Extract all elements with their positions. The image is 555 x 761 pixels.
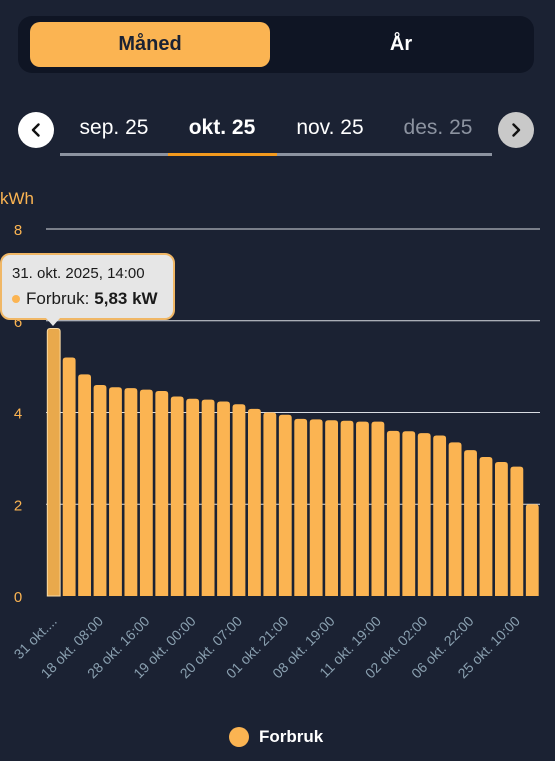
bar[interactable] <box>417 433 431 596</box>
tooltip-date: 31. okt. 2025, 14:00 <box>12 265 145 282</box>
bar[interactable] <box>433 435 447 596</box>
tab-sep-25[interactable]: sep. 25 <box>79 116 149 139</box>
tooltip-series-name: Forbruk: <box>26 289 90 308</box>
y-tick-label: 6 <box>14 314 22 331</box>
bar[interactable] <box>325 420 339 596</box>
bar[interactable] <box>371 421 385 596</box>
bar[interactable] <box>340 420 354 596</box>
bar[interactable] <box>217 401 230 596</box>
bar[interactable] <box>124 388 138 596</box>
tab-des-25[interactable]: des. 25 <box>403 116 473 139</box>
bar[interactable] <box>464 450 477 596</box>
bar[interactable] <box>309 419 323 596</box>
bar[interactable] <box>247 408 261 596</box>
bar[interactable] <box>201 399 215 596</box>
bar[interactable] <box>62 357 76 596</box>
bar[interactable] <box>155 390 169 596</box>
tooltip-series-dot <box>12 295 20 303</box>
bar[interactable] <box>510 466 524 596</box>
y-tick-label: 0 <box>14 589 22 606</box>
bar[interactable] <box>479 456 493 596</box>
next-month-button[interactable] <box>498 112 534 148</box>
chevron-left-icon <box>31 123 40 137</box>
bar-tooltip: 31. okt. 2025, 14:00 Forbruk: 5,83 kW <box>0 253 175 320</box>
year-toggle-button[interactable]: År <box>389 33 413 55</box>
y-axis-unit: kWh <box>0 189 34 208</box>
bar[interactable] <box>448 442 462 596</box>
bar[interactable] <box>78 374 92 596</box>
bar[interactable] <box>294 418 308 596</box>
period-toggle: Måned År <box>18 16 534 73</box>
bar[interactable] <box>170 396 184 596</box>
bar-highlighted[interactable] <box>46 328 61 597</box>
tab-okt-25[interactable]: okt. 25 <box>188 116 256 139</box>
bar[interactable] <box>402 431 416 596</box>
bar[interactable] <box>494 462 508 596</box>
bar[interactable] <box>356 421 369 596</box>
bar[interactable] <box>232 404 246 596</box>
tooltip-pointer <box>46 318 60 326</box>
month-toggle-button[interactable]: Måned <box>30 22 270 67</box>
bar[interactable] <box>109 387 122 596</box>
bar[interactable] <box>93 384 107 596</box>
legend-dot-forbruk <box>229 727 249 747</box>
y-tick-label: 2 <box>14 497 22 514</box>
bar[interactable] <box>263 412 277 597</box>
tab-active-indicator <box>168 153 277 156</box>
bar[interactable] <box>186 398 200 596</box>
bar[interactable] <box>139 389 153 596</box>
chevron-right-icon <box>512 123 521 137</box>
legend-label-forbruk: Forbruk <box>259 727 324 746</box>
previous-month-button[interactable] <box>18 112 54 148</box>
bar[interactable] <box>278 414 292 596</box>
y-tick-label: 4 <box>14 406 22 423</box>
chart-legend[interactable]: Forbruk <box>229 727 323 747</box>
bar[interactable] <box>525 504 539 596</box>
tab-nov-25[interactable]: nov. 25 <box>296 116 364 139</box>
bar[interactable] <box>386 430 400 596</box>
y-tick-label: 8 <box>14 222 22 239</box>
tooltip-value: 5,83 kW <box>94 289 158 308</box>
tooltip-line: Forbruk: 5,83 kW <box>12 289 163 309</box>
